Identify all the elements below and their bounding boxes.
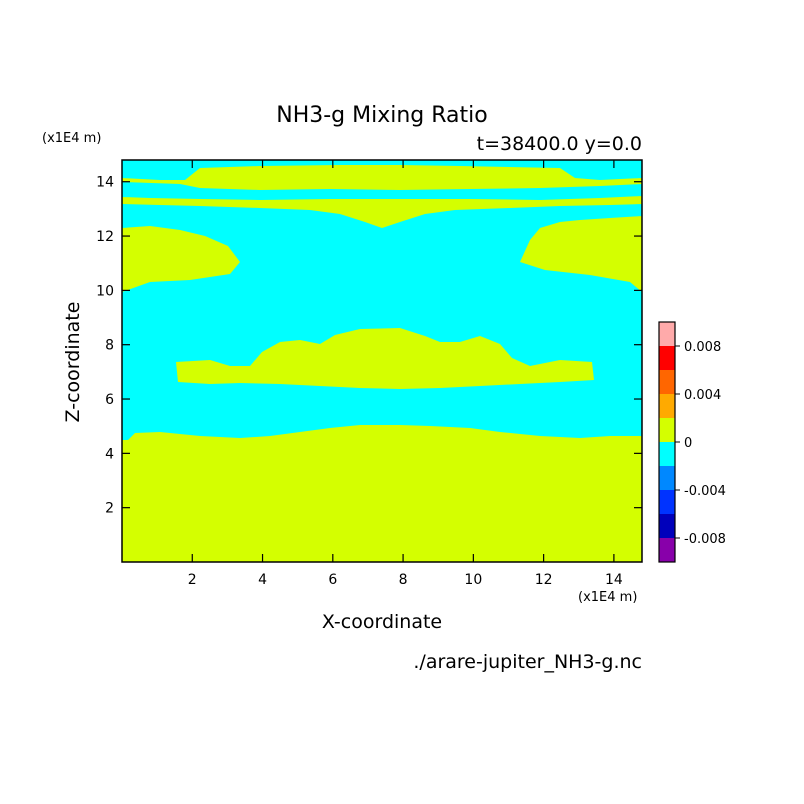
colorbar-tick-label: -0.008 <box>684 532 726 547</box>
fill-region-negative-upper <box>122 204 642 322</box>
colorbar: 0.008 0.004 0 -0.004 -0.008 <box>658 321 726 563</box>
y-axis-ticks: 2 4 6 8 10 12 14 <box>96 175 642 517</box>
x-tick-label: 4 <box>258 572 267 588</box>
colorbar-swatch <box>659 370 675 394</box>
chart-subtitle: t=38400.0 y=0.0 <box>477 133 642 155</box>
y-tick-label: 2 <box>105 501 114 517</box>
colorbar-tick-label: -0.004 <box>684 484 726 499</box>
colorbar-swatch <box>659 514 675 538</box>
y-tick-label: 10 <box>96 283 114 299</box>
x-tick-label: 2 <box>188 572 197 588</box>
file-name-footer: ./arare-jupiter_NH3-g.nc <box>413 651 642 673</box>
fill-region-negative-strip <box>122 182 642 200</box>
y-unit-label: (x1E4 m) <box>42 131 101 146</box>
colorbar-swatch <box>659 538 675 562</box>
colorbar-swatch <box>659 442 675 466</box>
colorbar-tick-label: 0 <box>684 436 692 451</box>
fill-region-negative-top <box>122 160 642 180</box>
colorbar-tick-label: 0.004 <box>684 388 721 403</box>
plot-frame <box>121 159 643 563</box>
x-tick-label: 8 <box>399 572 408 588</box>
x-axis-label: X-coordinate <box>322 611 442 633</box>
colorbar-swatch <box>659 322 675 346</box>
x-unit-label: (x1E4 m) <box>578 590 637 605</box>
y-tick-label: 12 <box>96 229 114 245</box>
y-axis-label: Z-coordinate <box>62 302 84 423</box>
x-axis-ticks: 2 4 6 8 10 12 14 <box>188 160 623 588</box>
y-tick-label: 14 <box>96 175 114 191</box>
x-tick-label: 10 <box>464 572 482 588</box>
y-tick-label: 8 <box>105 338 114 354</box>
y-tick-label: 6 <box>105 392 114 408</box>
colorbar-swatch <box>659 418 675 442</box>
x-tick-label: 12 <box>535 572 553 588</box>
x-tick-label: 14 <box>605 572 623 588</box>
plot-area: 2 4 6 8 10 12 14 2 4 6 8 10 12 14 <box>96 159 643 588</box>
fill-region-positive-lens <box>176 328 594 389</box>
x-tick-label: 6 <box>328 572 337 588</box>
colorbar-swatch <box>659 466 675 490</box>
colorbar-tick-label: 0.008 <box>684 340 721 355</box>
colorbar-swatch <box>659 394 675 418</box>
chart-title: NH3-g Mixing Ratio <box>276 103 488 128</box>
colorbar-swatch <box>659 490 675 514</box>
colorbar-swatch <box>659 346 675 370</box>
y-tick-label: 4 <box>105 446 114 462</box>
